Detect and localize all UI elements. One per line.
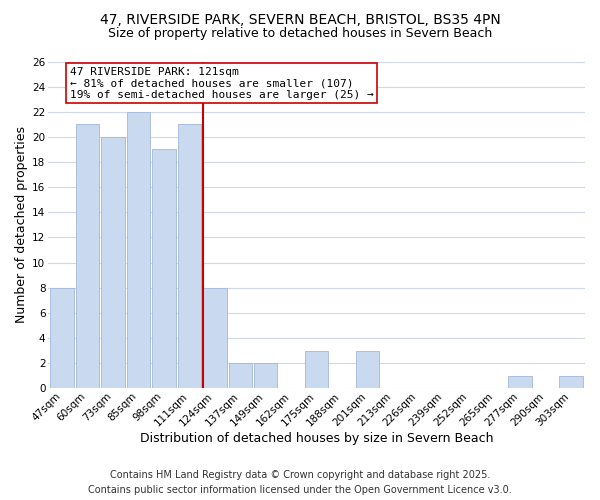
Bar [152, 150, 176, 388]
Bar [559, 376, 583, 388]
Bar [254, 363, 277, 388]
Bar [127, 112, 150, 388]
Bar [101, 137, 125, 388]
Text: Contains HM Land Registry data © Crown copyright and database right 2025.
Contai: Contains HM Land Registry data © Crown c… [88, 470, 512, 495]
Bar [50, 288, 74, 388]
Text: 47, RIVERSIDE PARK, SEVERN BEACH, BRISTOL, BS35 4PN: 47, RIVERSIDE PARK, SEVERN BEACH, BRISTO… [100, 12, 500, 26]
Text: Size of property relative to detached houses in Severn Beach: Size of property relative to detached ho… [108, 28, 492, 40]
Bar [203, 288, 227, 388]
Text: 47 RIVERSIDE PARK: 121sqm
← 81% of detached houses are smaller (107)
19% of semi: 47 RIVERSIDE PARK: 121sqm ← 81% of detac… [70, 66, 374, 100]
Bar [305, 350, 328, 388]
Bar [356, 350, 379, 388]
Y-axis label: Number of detached properties: Number of detached properties [15, 126, 28, 324]
X-axis label: Distribution of detached houses by size in Severn Beach: Distribution of detached houses by size … [140, 432, 493, 445]
Bar [76, 124, 100, 388]
Bar [229, 363, 252, 388]
Bar [178, 124, 201, 388]
Bar [508, 376, 532, 388]
